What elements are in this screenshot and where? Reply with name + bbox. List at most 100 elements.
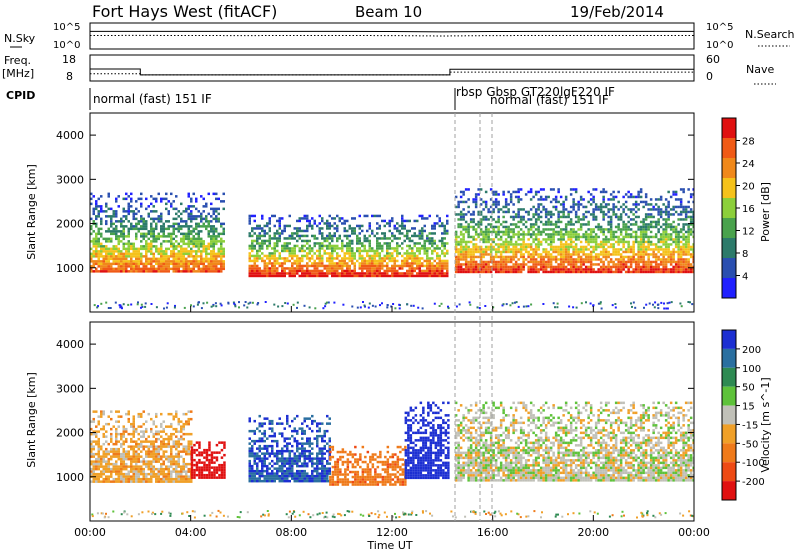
echo-cell bbox=[547, 258, 550, 261]
echo-cell bbox=[301, 272, 304, 275]
echo-cell bbox=[133, 418, 136, 421]
echo-cell bbox=[128, 465, 131, 468]
echo-cell bbox=[188, 238, 191, 241]
echo-cell bbox=[655, 243, 658, 246]
echo-cell bbox=[657, 231, 660, 234]
echo-cell bbox=[349, 272, 352, 275]
echo-cell bbox=[168, 263, 171, 266]
echo-cell bbox=[560, 228, 563, 231]
echo-cell bbox=[542, 266, 545, 269]
echo-cell bbox=[198, 210, 201, 213]
echo-cell bbox=[208, 233, 211, 236]
echo-cell bbox=[492, 268, 495, 271]
echo-cell bbox=[585, 253, 588, 256]
noise-cell bbox=[652, 304, 654, 306]
echo-cell bbox=[436, 265, 439, 268]
echo-cell bbox=[210, 240, 213, 243]
echo-cell bbox=[510, 268, 513, 271]
echo-cell bbox=[642, 223, 645, 226]
echo-cell bbox=[635, 268, 638, 271]
echo-cell bbox=[637, 261, 640, 264]
echo-cell bbox=[657, 258, 660, 261]
echo-cell bbox=[540, 268, 543, 271]
echo-cell bbox=[148, 258, 151, 261]
echo-cell bbox=[406, 245, 409, 248]
echo-cell bbox=[371, 230, 374, 233]
echo-cell bbox=[296, 270, 299, 273]
echo-cell bbox=[617, 258, 620, 261]
echo-cell bbox=[160, 465, 163, 468]
echo-cell bbox=[334, 247, 337, 250]
echo-cell bbox=[155, 198, 158, 201]
echo-cell bbox=[627, 268, 630, 271]
echo-cell bbox=[620, 213, 623, 216]
echo-cell bbox=[572, 198, 575, 201]
echo-cell bbox=[133, 265, 136, 268]
echo-cell bbox=[505, 211, 508, 214]
noise-cell bbox=[130, 304, 132, 306]
echo-cell bbox=[259, 255, 262, 258]
echo-cell bbox=[326, 260, 329, 263]
echo-cell bbox=[652, 243, 655, 246]
echo-cell bbox=[341, 267, 344, 270]
echo-cell bbox=[642, 201, 645, 204]
echo-cell bbox=[419, 250, 422, 253]
echo-cell bbox=[324, 275, 327, 278]
echo-cell bbox=[431, 245, 434, 248]
echo-cell bbox=[592, 208, 595, 211]
echo-cell bbox=[140, 430, 143, 433]
echo-cell bbox=[605, 251, 608, 254]
echo-cell bbox=[289, 255, 292, 258]
echo-cell bbox=[640, 233, 643, 236]
echo-cell bbox=[389, 237, 392, 240]
echo-cell bbox=[105, 220, 108, 223]
echo-cell bbox=[460, 196, 463, 199]
echo-cell bbox=[505, 226, 508, 229]
echo-cell bbox=[208, 193, 211, 196]
echo-cell bbox=[130, 465, 133, 468]
echo-cell bbox=[165, 475, 168, 478]
echo-cell bbox=[575, 266, 578, 269]
echo-cell bbox=[128, 433, 131, 436]
echo-cell bbox=[610, 218, 613, 221]
echo-cell bbox=[200, 240, 203, 243]
echo-cell bbox=[133, 245, 136, 248]
echo-cell bbox=[550, 258, 553, 261]
echo-cell bbox=[530, 191, 533, 194]
echo-cell bbox=[93, 265, 96, 268]
echo-cell bbox=[439, 265, 442, 268]
echo-cell bbox=[525, 263, 528, 266]
echo-cell bbox=[168, 225, 171, 228]
echo-cell bbox=[279, 227, 282, 230]
echo-cell bbox=[537, 198, 540, 201]
noise-cell bbox=[417, 307, 419, 309]
echo-cell bbox=[660, 213, 663, 216]
echo-cell bbox=[289, 272, 292, 275]
echo-cell bbox=[276, 242, 279, 245]
noise-cell bbox=[663, 303, 665, 305]
echo-cell bbox=[306, 252, 309, 255]
echo-cell bbox=[103, 443, 106, 446]
echo-cell bbox=[439, 247, 442, 250]
echo-cell bbox=[572, 271, 575, 274]
echo-cell bbox=[309, 260, 312, 263]
echo-cell bbox=[577, 208, 580, 211]
noise-cell bbox=[410, 305, 412, 307]
echo-cell bbox=[118, 433, 121, 436]
echo-cell bbox=[153, 470, 156, 473]
echo-cell bbox=[426, 247, 429, 250]
echo-cell bbox=[672, 193, 675, 196]
echo-cell bbox=[617, 266, 620, 269]
echo-cell bbox=[500, 246, 503, 249]
echo-cell bbox=[682, 223, 685, 226]
echo-cell bbox=[163, 428, 166, 431]
echo-cell bbox=[545, 241, 548, 244]
echo-cell bbox=[160, 478, 163, 481]
echo-cell bbox=[98, 238, 101, 241]
echo-cell bbox=[361, 272, 364, 275]
echo-cell bbox=[462, 246, 465, 249]
echo-cell bbox=[133, 270, 136, 273]
noise-cell bbox=[593, 304, 595, 306]
echo-cell bbox=[610, 261, 613, 264]
echo-cell bbox=[321, 227, 324, 230]
